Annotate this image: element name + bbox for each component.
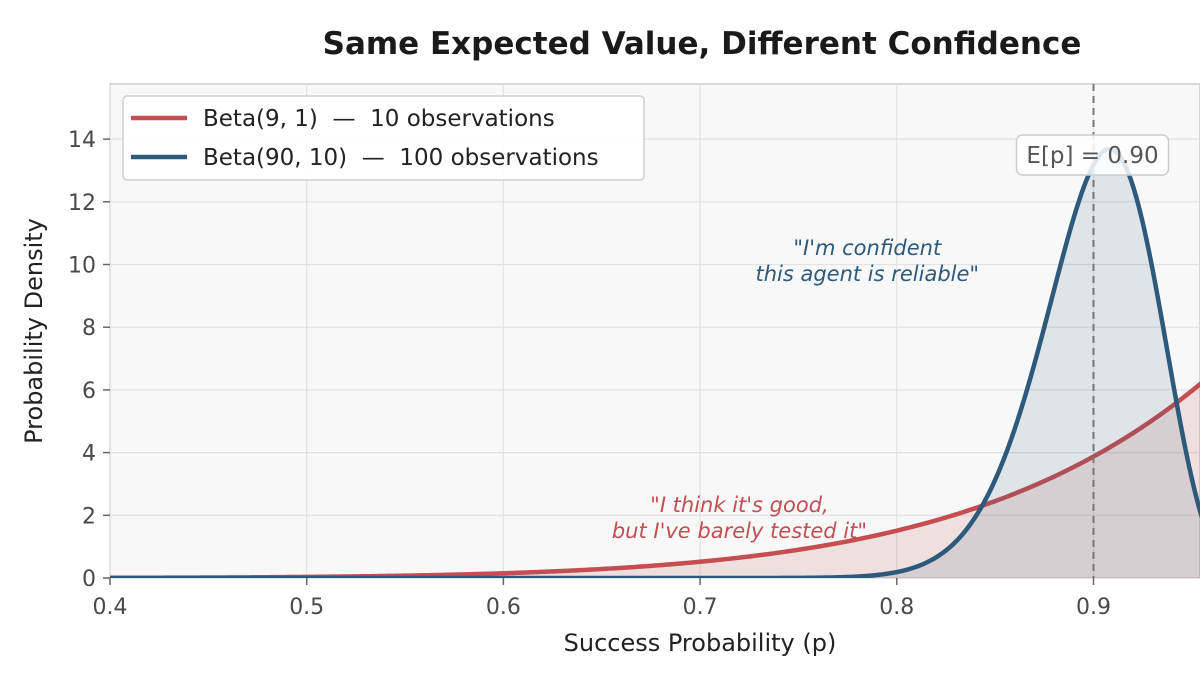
y-tick-label-1: 2 <box>82 504 96 529</box>
annotation-1-line-0: "I think it's good, <box>650 493 829 517</box>
x-tick-label-1: 0.5 <box>289 595 324 620</box>
legend-label-beta-9-1: Beta(9, 1) — 10 observations <box>203 106 555 132</box>
y-tick-label-6: 12 <box>68 191 96 216</box>
annotation-0: "I'm confident this agent is reliable" <box>755 236 979 286</box>
series-curves <box>110 146 1200 578</box>
reference-line-group: E[p] = 0.90 <box>1015 84 1170 578</box>
annotation-1: "I think it's good, but I've barely teste… <box>612 493 867 543</box>
annotation-0-line-1: this agent is reliable" <box>755 262 979 286</box>
chart-title: Same Expected Value, Different Confidenc… <box>323 26 1082 62</box>
reference-label: E[p] = 0.90 <box>1026 143 1158 169</box>
series-fill-0 <box>110 384 1200 578</box>
x-tick-label-4: 0.8 <box>879 595 914 620</box>
annotation-0-line-0: "I'm confident <box>793 236 942 260</box>
y-tick-label-5: 10 <box>68 254 96 279</box>
y-tick-label-0: 0 <box>82 567 96 592</box>
y-tick-label-3: 6 <box>82 379 96 404</box>
legend-box <box>122 95 645 181</box>
x-tick-label-2: 0.6 <box>486 595 521 620</box>
series-line-1 <box>110 146 1200 578</box>
y-tick-label-4: 8 <box>82 316 96 341</box>
y-axis-label: Probability Density <box>20 218 48 444</box>
annotations: "I'm confident this agent is reliable" "I … <box>612 236 979 543</box>
x-tick-label-3: 0.7 <box>683 595 718 620</box>
series-fill-1 <box>110 148 1200 578</box>
reference-label-box <box>1015 134 1170 176</box>
axes: 0.4 0.5 0.6 0.7 0.8 0.9 0 2 4 6 8 10 12 14 <box>68 128 1111 620</box>
y-tick-label-7: 14 <box>68 128 96 153</box>
legend-label-beta-90-10: Beta(90, 10) — 100 observations <box>203 145 599 171</box>
legend: Beta(9, 1) — 10 observations Beta(90, 10… <box>122 95 645 181</box>
annotation-1-line-1: but I've barely tested it" <box>612 519 867 543</box>
y-tick-label-2: 4 <box>82 442 96 467</box>
x-tick-label-5: 0.9 <box>1076 595 1111 620</box>
x-axis-label: Success Probability (p) <box>564 629 837 657</box>
x-tick-label-0: 0.4 <box>93 595 128 620</box>
